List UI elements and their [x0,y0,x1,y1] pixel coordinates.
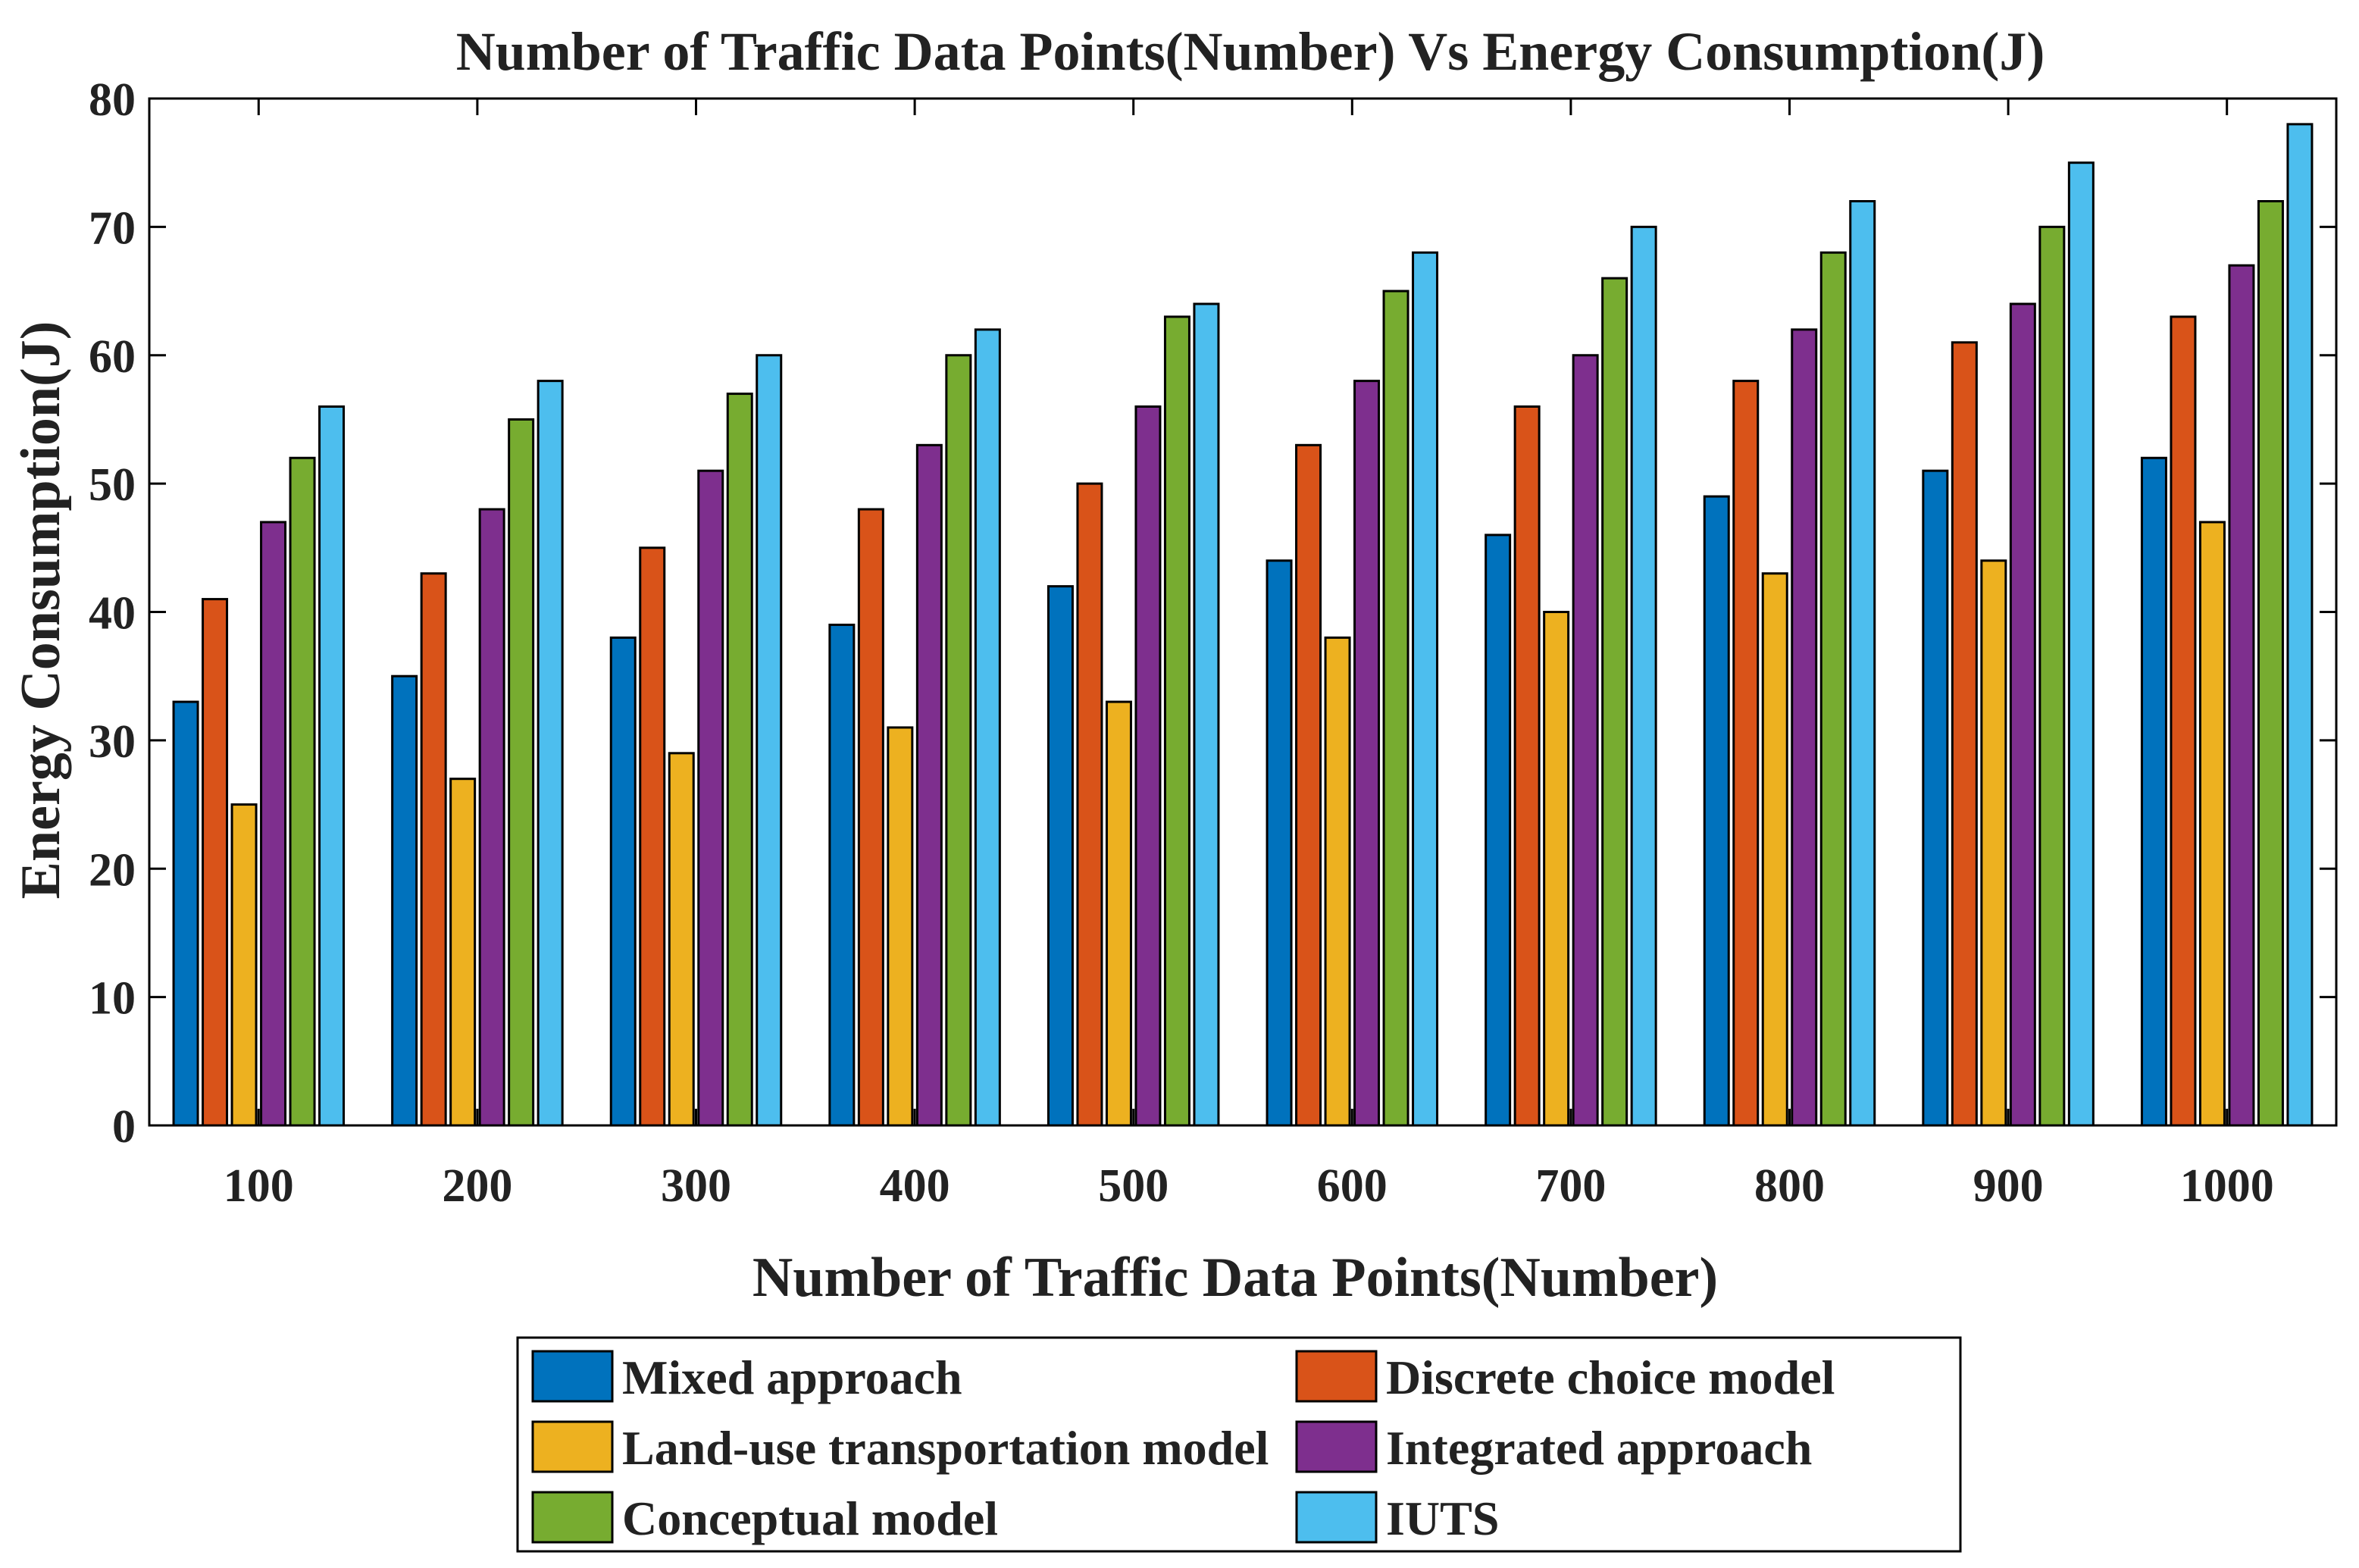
y-axis-label: Energy Consumption(J) [10,321,72,900]
bar [726,393,753,1127]
y-tick-label: 70 [89,202,136,254]
bar [697,469,724,1127]
bar [1543,611,1570,1127]
bar [172,700,199,1127]
legend-label: Mixed approach [622,1350,962,1404]
bar [1951,341,1978,1127]
bar [1922,469,1949,1127]
y-tick-label: 0 [112,1101,136,1153]
bar [2286,123,2314,1127]
bar [1266,559,1293,1127]
bar [609,636,637,1127]
bar [915,443,943,1127]
bar [449,778,477,1127]
legend-swatch [531,1420,614,1473]
bar [1353,380,1381,1127]
y-tick-label: 80 [89,74,136,126]
legend-swatch [531,1491,614,1544]
legend-label: Discrete choice model [1386,1350,1835,1404]
y-tick-label: 60 [89,331,136,383]
bar [1630,225,1657,1127]
bar [1134,405,1162,1127]
legend-swatch [531,1350,614,1403]
bar [2198,521,2226,1127]
bar [1819,251,1847,1127]
bar [230,803,258,1127]
legend-box [516,1336,1962,1553]
y-tick-label: 20 [89,844,136,896]
bar [260,521,287,1127]
bar [756,354,783,1127]
bar [1791,328,1818,1127]
bar [857,508,884,1127]
plot-area: 0 10 20 30 40 50 60 70 80 100 200 300 400 500 600 700 80… [89,74,2338,1212]
x-tick-label: 800 [1754,1160,1825,1212]
bar [508,418,535,1127]
bar [1193,302,1220,1127]
bar [2228,264,2255,1127]
y-tick-label: 30 [89,716,136,768]
bar [1382,290,1409,1127]
legend-label: Conceptual model [622,1491,998,1545]
bar [2038,225,2066,1127]
legend-swatch [1295,1420,1378,1473]
y-tick-label: 50 [89,459,136,511]
bar [887,726,914,1127]
x-tick-label: 600 [1317,1160,1388,1212]
y-tick-label: 40 [89,588,136,640]
legend-label: Land-use transportation model [622,1421,1269,1475]
bar [2257,200,2284,1127]
bar [391,674,418,1127]
bar [1703,495,1730,1127]
legend-swatch [1295,1350,1378,1403]
bar [1105,700,1132,1127]
bar [1849,200,1876,1127]
bar [1324,636,1351,1127]
bar [945,354,972,1127]
bar [478,508,505,1127]
legend-label: Integrated approach [1386,1421,1812,1475]
x-tick-label: 700 [1535,1160,1606,1212]
bar [1513,405,1541,1127]
bar [2140,456,2167,1127]
bar [2067,161,2095,1127]
bar [828,623,856,1127]
x-tick-label: 1000 [2180,1160,2274,1212]
x-tick-label: 900 [1973,1160,2044,1212]
bar [1485,534,1512,1127]
bar [1163,315,1190,1127]
x-tick-label: 400 [880,1160,950,1212]
x-tick-label: 100 [224,1160,294,1212]
bar [537,380,564,1127]
bar [1412,251,1439,1127]
bar [1047,585,1074,1127]
bar [289,456,316,1127]
bar [1076,482,1103,1127]
bar [639,546,666,1127]
y-tick-label: 10 [89,973,136,1025]
x-tick-label: 500 [1098,1160,1169,1212]
bar [318,405,346,1127]
bar [202,598,229,1127]
x-tick-label: 300 [661,1160,731,1212]
bar [1295,443,1322,1127]
x-axis-label: Number of Traffic Data Points(Number) [752,1247,1718,1309]
bar [1601,277,1628,1127]
bar [420,572,447,1127]
bar [1572,354,1599,1127]
x-tick-label: 200 [442,1160,512,1212]
axes-box [148,97,2338,1127]
legend-swatch [1295,1491,1378,1544]
chart-title: Number of Traffic Data Points(Number) Vs… [456,21,2045,82]
bar [974,328,1001,1127]
bar [2170,315,2197,1127]
legend: Mixed approach Discrete choice model Land-… [516,1336,1962,1553]
bar [1980,559,2007,1127]
bar [1732,380,1760,1127]
legend-label: IUTS [1386,1491,1499,1545]
bar [1761,572,1788,1127]
bar [668,752,695,1127]
bar [2009,302,2036,1127]
